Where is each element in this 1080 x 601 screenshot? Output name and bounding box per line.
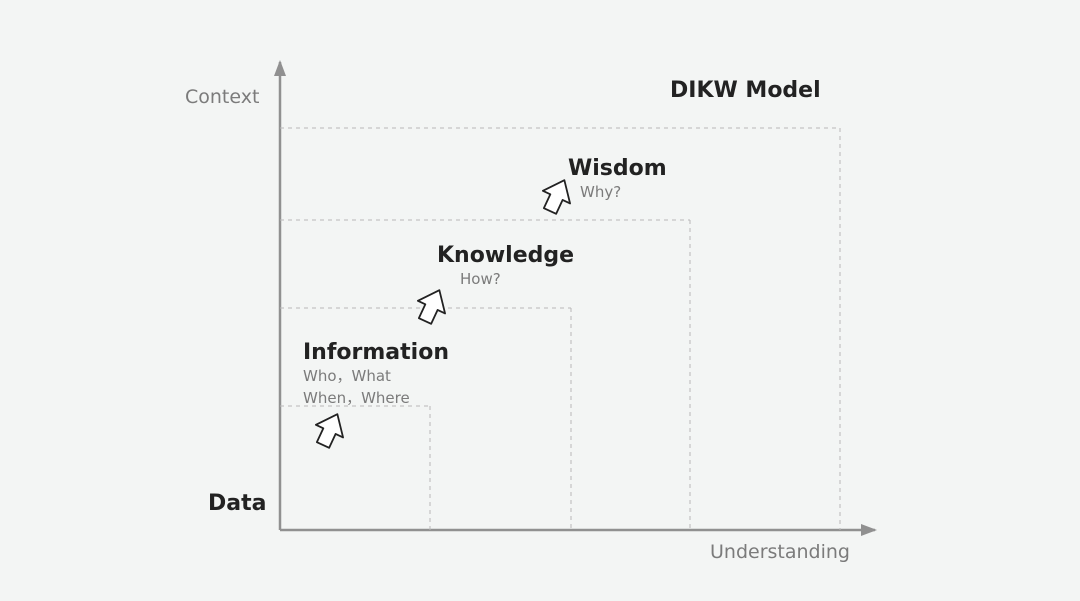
level-subtitle-information-line1: When，Where bbox=[303, 389, 410, 407]
dikw-diagram-svg: Information Who，What When，Where Knowledge Ho… bbox=[0, 0, 1080, 601]
level-title-wisdom: Wisdom bbox=[568, 156, 667, 181]
level-title-information: Information bbox=[303, 340, 449, 365]
y-axis-label: Context bbox=[185, 86, 259, 108]
level-subtitle-information-line0: Who，What bbox=[303, 367, 391, 385]
level-subtitle-knowledge-line0: How? bbox=[460, 270, 501, 288]
x-axis-label: Understanding bbox=[710, 541, 850, 563]
level-subtitle-wisdom-line0: Why? bbox=[580, 183, 621, 201]
diagram-stage: Information Who，What When，Where Knowledge Ho… bbox=[0, 0, 1080, 601]
level-title-knowledge: Knowledge bbox=[437, 243, 574, 268]
diagram-title: DIKW Model bbox=[670, 78, 821, 103]
diagram-background bbox=[0, 0, 1080, 601]
origin-label: Data bbox=[208, 491, 266, 516]
